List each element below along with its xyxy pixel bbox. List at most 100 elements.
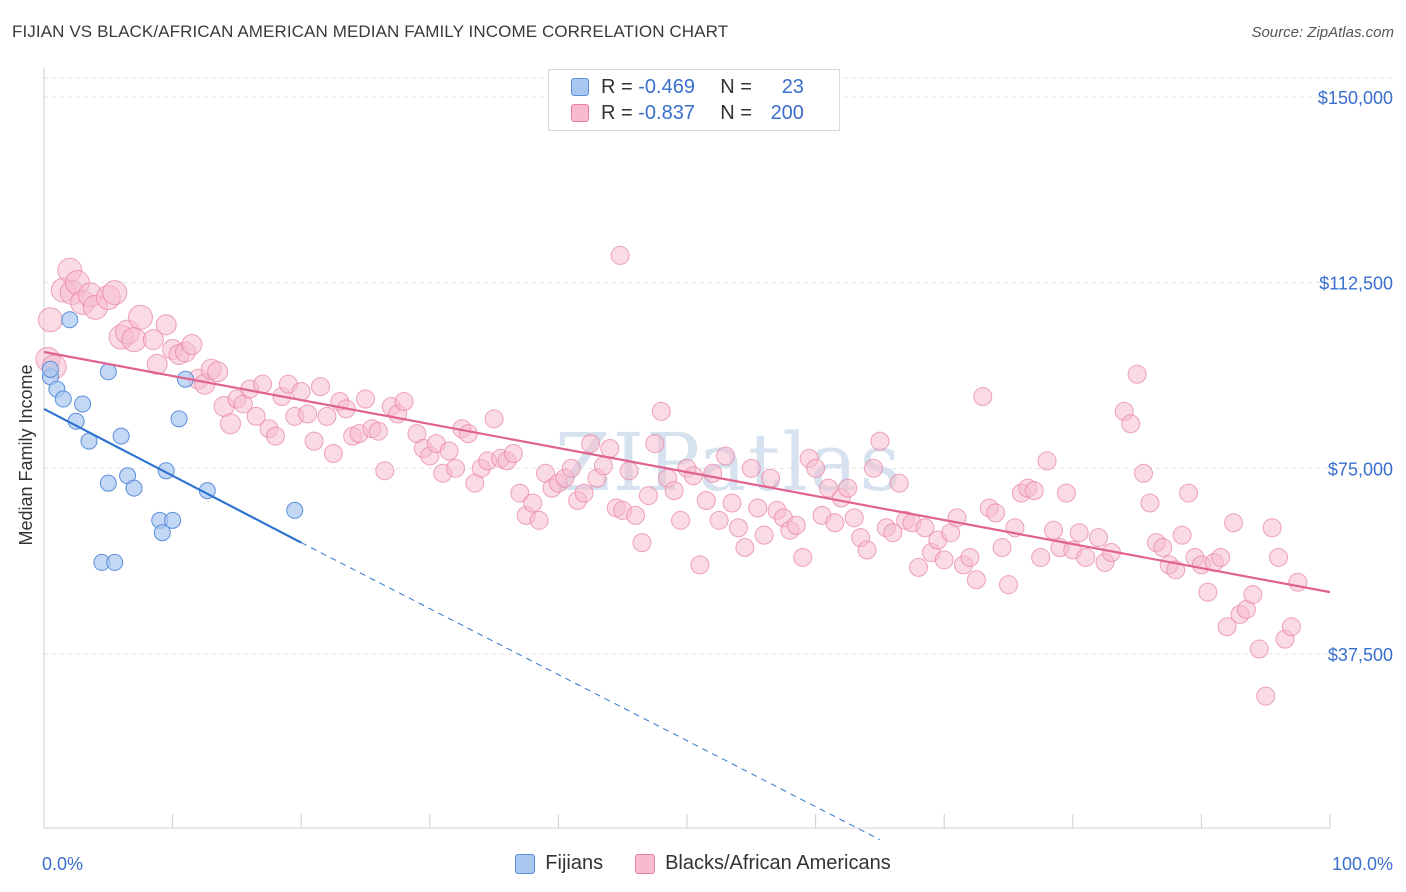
point-black [439, 441, 459, 461]
point-black [1153, 538, 1173, 558]
black-r-label: R = [601, 101, 633, 124]
point-black [1031, 547, 1051, 567]
point-fijians [286, 501, 304, 519]
point-black [246, 406, 266, 426]
point-black [317, 406, 337, 426]
point-black [155, 314, 177, 336]
point-black [915, 518, 935, 538]
point-black [966, 570, 986, 590]
point-black [844, 508, 864, 528]
stats-row-fijians: R = -0.469 N = 23 [571, 75, 804, 99]
axes [43, 68, 1331, 829]
point-black [728, 518, 748, 538]
point-black [1134, 463, 1154, 483]
y-tick-label: $150,000 [1318, 88, 1393, 108]
point-black [523, 493, 543, 513]
legend-item-black[interactable]: Blacks/African Americans [635, 852, 891, 875]
chart-title: FIJIAN VS BLACK/AFRICAN AMERICAN MEDIAN … [12, 22, 729, 41]
point-black [37, 307, 63, 333]
legend-label-fijians: Fijians [545, 852, 604, 874]
point-black [207, 361, 229, 383]
point-black [806, 458, 826, 478]
point-fijians [153, 524, 171, 542]
point-black [600, 439, 620, 459]
point-black [870, 431, 890, 451]
point-black [1211, 547, 1231, 567]
point-black [716, 446, 736, 466]
series-fijians-points [41, 311, 304, 571]
point-black [838, 478, 858, 498]
point-black [484, 409, 504, 429]
point-black [1037, 451, 1057, 471]
point-black [793, 547, 813, 567]
point-black [1076, 547, 1096, 567]
x-tick-labels: 0.0% 100.0% [42, 854, 1393, 874]
series-black-points [35, 245, 1308, 706]
point-black [1179, 483, 1199, 503]
legend-label-black: Blacks/African Americans [665, 852, 891, 874]
y-tick-label: $112,500 [1319, 274, 1393, 294]
point-black [671, 510, 691, 530]
point-black [645, 434, 665, 454]
trendline-black [43, 350, 1331, 594]
point-black [1281, 617, 1301, 637]
point-black [973, 387, 993, 407]
point-black [304, 431, 324, 451]
point-black [102, 280, 128, 306]
point-black [253, 374, 273, 394]
point-black [142, 329, 164, 351]
y-tick-label: $75,000 [1328, 459, 1393, 479]
point-black [1217, 617, 1237, 637]
point-fijians [74, 395, 92, 413]
point-black [818, 478, 838, 498]
point-black [1198, 582, 1218, 602]
black-n-value: 200 [770, 101, 804, 124]
point-black [1269, 547, 1289, 567]
point-black [748, 498, 768, 518]
point-fijians [99, 363, 117, 381]
point-black [610, 245, 630, 265]
point-black [651, 401, 671, 421]
point-black [1288, 572, 1308, 592]
point-black [908, 557, 928, 577]
legend-swatch-black [635, 853, 656, 874]
point-black [761, 468, 781, 488]
point-black [368, 421, 388, 441]
source-credit: Source: ZipAtlas.com [1251, 24, 1394, 41]
point-black [1166, 560, 1186, 580]
fijians-n-value: 23 [781, 75, 804, 98]
point-black [709, 510, 729, 530]
point-black [510, 483, 530, 503]
point-black [219, 413, 241, 435]
trend-lines [43, 350, 1331, 841]
stats-legend: R = -0.469 N = 23 R = -0.837 N = 200 [548, 69, 840, 131]
point-black [703, 463, 723, 483]
point-black [1243, 585, 1263, 605]
point-black [1256, 686, 1276, 706]
point-black [127, 304, 153, 330]
point-black [1044, 520, 1064, 540]
fijians-n-label: N = [720, 75, 752, 98]
point-black [1172, 525, 1192, 545]
legend-item-fijians[interactable]: Fijians [515, 852, 603, 875]
point-black [986, 503, 1006, 523]
point-fijians [61, 311, 79, 329]
point-black [458, 424, 478, 444]
y-tick-label: $37,500 [1328, 645, 1393, 665]
point-black [619, 461, 639, 481]
point-black [181, 334, 203, 356]
black-n-label: N = [720, 101, 752, 124]
point-black [146, 353, 168, 375]
point-black [529, 510, 549, 530]
point-black [503, 443, 523, 463]
fijians-swatch [571, 78, 589, 96]
point-black [696, 491, 716, 511]
point-fijians [41, 360, 59, 378]
point-black [1089, 528, 1109, 548]
point-black [375, 461, 395, 481]
point-black [883, 523, 903, 543]
y-axis-label: Median Family Income [16, 364, 36, 545]
point-black [1224, 513, 1244, 533]
gridlines [44, 77, 1392, 655]
